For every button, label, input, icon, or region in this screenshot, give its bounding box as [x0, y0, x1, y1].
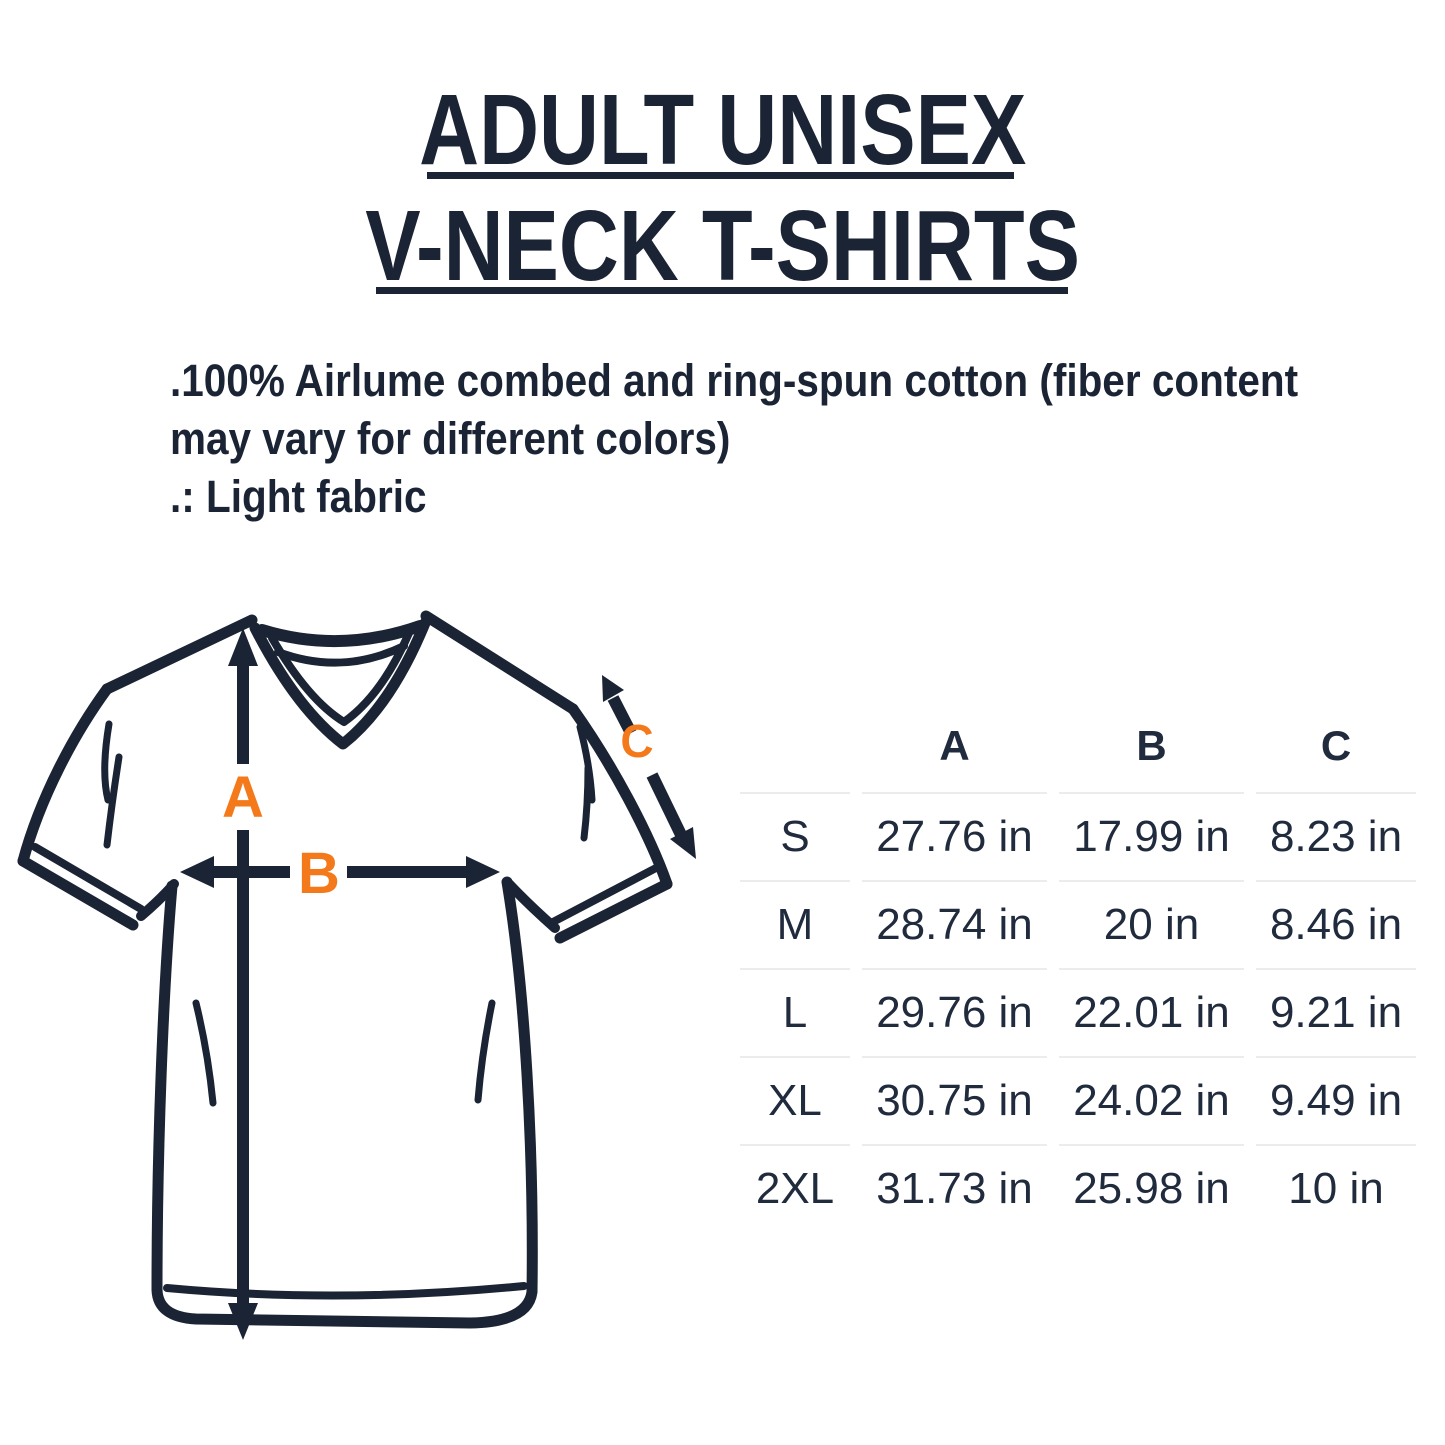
size-table-header-row: A B C: [740, 700, 1416, 792]
size-label: M: [740, 880, 850, 968]
size-label: L: [740, 968, 850, 1056]
value-b: 24.02 in: [1059, 1056, 1244, 1144]
header-size-blank: [740, 700, 850, 792]
measurement-label-c: C: [620, 715, 653, 767]
size-label: S: [740, 792, 850, 880]
size-label: 2XL: [740, 1144, 850, 1232]
page-title-line2-text: V-NECK T-SHIRTS: [365, 190, 1080, 302]
description-line-3: .: Light fabric: [170, 471, 427, 522]
table-row-m: M 28.74 in 20 in 8.46 in: [740, 880, 1416, 968]
value-a: 30.75 in: [862, 1056, 1047, 1144]
table-row-xl: XL 30.75 in 24.02 in 9.49 in: [740, 1056, 1416, 1144]
table-row-2xl: 2XL 31.73 in 25.98 in 10 in: [740, 1144, 1416, 1232]
header-col-c: C: [1320, 722, 1352, 769]
value-c: 10 in: [1256, 1144, 1416, 1232]
header-col-b: B: [1136, 722, 1167, 769]
measurement-arrow-a: [228, 628, 258, 1340]
value-b: 22.01 in: [1059, 968, 1244, 1056]
value-a: 31.73 in: [862, 1144, 1047, 1232]
page-title-line2: V-NECK T-SHIRTS: [0, 196, 1445, 296]
value-b: 17.99 in: [1059, 792, 1244, 880]
value-a: 29.76 in: [862, 968, 1047, 1056]
fabric-fold-lines: [101, 720, 596, 1107]
tshirt-outline: [17, 610, 673, 1329]
product-description: .100% Airlume combed and ring-spun cotto…: [170, 352, 1423, 526]
value-a: 27.76 in: [862, 792, 1047, 880]
value-c: 9.21 in: [1256, 968, 1416, 1056]
value-b: 20 in: [1059, 880, 1244, 968]
measurement-label-a: A: [222, 765, 264, 830]
value-b: 25.98 in: [1059, 1144, 1244, 1232]
measurement-arrow-c: [602, 675, 696, 859]
value-a: 28.74 in: [862, 880, 1047, 968]
measurement-label-b: B: [298, 841, 340, 906]
measurement-arrow-b: [180, 856, 500, 888]
header-col-a: A: [939, 722, 970, 769]
description-line-1: .100% Airlume combed and ring-spun cotto…: [170, 355, 1299, 406]
table-row-l: L 29.76 in 22.01 in 9.21 in: [740, 968, 1416, 1056]
value-c: 8.23 in: [1256, 792, 1416, 880]
page-title-line1-text: ADULT UNISEX: [418, 74, 1027, 186]
size-table: A B C S 27.76 in 17.99 in 8.23 in M 28.7…: [728, 700, 1428, 1232]
table-row-s: S 27.76 in 17.99 in 8.23 in: [740, 792, 1416, 880]
page-title-line1: ADULT UNISEX: [0, 80, 1445, 180]
description-line-2: may vary for different colors): [170, 413, 731, 464]
title-underline-1: [427, 172, 1014, 179]
value-c: 9.49 in: [1256, 1056, 1416, 1144]
title-underline-2: [376, 287, 1068, 294]
size-label: XL: [740, 1056, 850, 1144]
value-c: 8.46 in: [1256, 880, 1416, 968]
